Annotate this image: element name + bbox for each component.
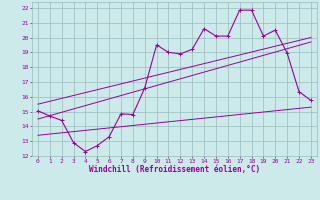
X-axis label: Windchill (Refroidissement éolien,°C): Windchill (Refroidissement éolien,°C) bbox=[89, 165, 260, 174]
